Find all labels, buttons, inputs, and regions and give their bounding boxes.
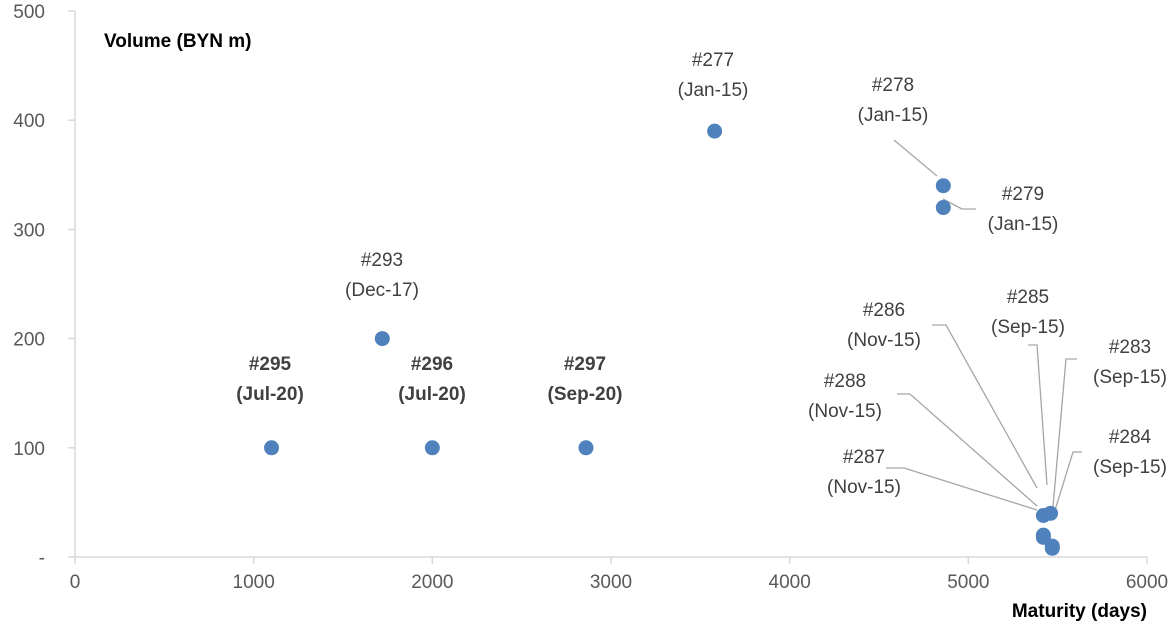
y-tick-label: 500 — [13, 2, 45, 23]
y-tick-label: 200 — [13, 330, 45, 351]
x-tick-label: 4000 — [769, 572, 811, 593]
leader-line-288 — [897, 393, 1038, 507]
data-point-279 — [935, 200, 951, 216]
point-label-295: #295 (Jul-20) — [236, 354, 304, 405]
leader-line-285 — [1028, 344, 1048, 486]
point-label-285: #285 (Sep-15) — [991, 287, 1065, 338]
y-tick-label: 300 — [13, 220, 45, 241]
leader-line-283 — [1051, 358, 1077, 519]
x-tick-label: 5000 — [947, 572, 989, 593]
point-label-277: #277 (Jan-15) — [678, 50, 749, 101]
point-label-283: #283 (Sep-15) — [1093, 337, 1167, 388]
data-point-293 — [374, 331, 390, 347]
y-tick-label: - — [39, 548, 45, 569]
leader-line-286 — [932, 324, 1038, 489]
point-label-278: #278 (Jan-15) — [858, 75, 929, 126]
data-points — [264, 123, 1060, 556]
point-label-297: #297 (Sep-20) — [548, 354, 623, 405]
point-label-293: #293 (Dec-17) — [345, 250, 419, 301]
leader-line-287 — [886, 467, 1038, 511]
data-point-296 — [424, 440, 440, 456]
leader-line-279 — [942, 198, 976, 210]
x-tick-label: 6000 — [1126, 572, 1168, 593]
x-tick-label: 0 — [70, 572, 81, 593]
x-tick-label: 1000 — [233, 572, 275, 593]
x-tick-label: 3000 — [590, 572, 632, 593]
leader-lines — [886, 139, 1082, 521]
data-point-295 — [264, 440, 280, 456]
point-labels: #277 (Jan-15) #278 (Jan-15) #279 (Jan-15) #293… — [236, 50, 1167, 498]
axes — [68, 10, 1148, 564]
leader-line-284 — [1051, 451, 1082, 521]
y-axis-title: Volume (BYN m) — [104, 31, 251, 52]
data-point-297 — [578, 440, 594, 456]
data-point-278 — [935, 178, 951, 194]
y-tick-label: 400 — [13, 111, 45, 132]
leader-line-278 — [893, 139, 938, 177]
x-tick-label: 2000 — [411, 572, 453, 593]
point-label-296: #296 (Jul-20) — [398, 354, 466, 405]
data-point-284 — [1044, 540, 1060, 556]
point-label-288: #288 (Nov-15) — [808, 371, 882, 422]
point-label-284: #284 (Sep-15) — [1093, 427, 1167, 478]
y-tick-label: 100 — [13, 439, 45, 460]
x-axis-title: Maturity (days) — [1012, 601, 1147, 622]
data-point-277 — [707, 123, 723, 139]
point-label-286: #286 (Nov-15) — [847, 300, 921, 351]
point-label-287: #287 (Nov-15) — [827, 447, 901, 498]
point-label-279: #279 (Jan-15) — [988, 184, 1059, 235]
data-point-285 — [1043, 505, 1059, 521]
